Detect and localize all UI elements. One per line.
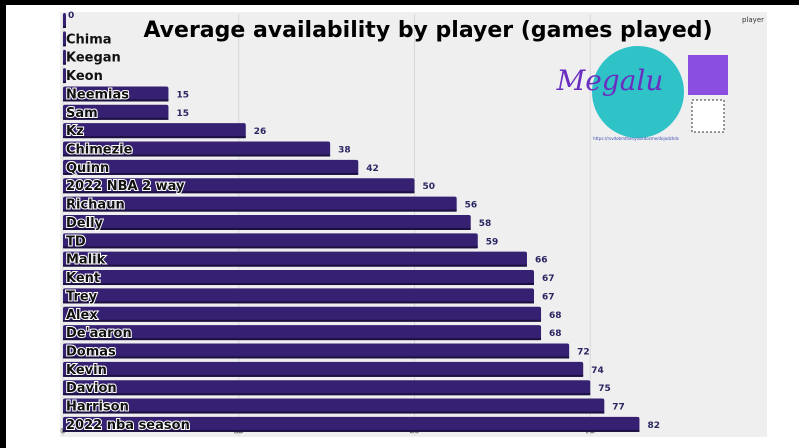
logo-url: https://rsvdobmthenyoukdosme/dojodzhds: [593, 136, 679, 141]
category-label: Keegan: [66, 51, 121, 66]
data-label: 59: [486, 237, 499, 247]
data-label: 0: [68, 11, 74, 21]
category-label: Malik: [66, 253, 106, 268]
category-label: 2022 nba season: [66, 418, 190, 433]
data-label: 15: [176, 90, 189, 100]
data-label: 38: [338, 146, 351, 156]
bar: [63, 306, 542, 322]
bar-shadow: [63, 283, 535, 286]
logo-text: Megalu: [556, 64, 664, 97]
category-label: Davion: [66, 381, 117, 396]
data-label: 66: [535, 256, 548, 266]
data-label: 67: [542, 292, 555, 302]
data-label: 72: [577, 347, 590, 357]
category-label: Keon: [66, 69, 103, 84]
bar: [63, 86, 169, 102]
bar: [63, 343, 570, 359]
bar: [63, 13, 66, 28]
bar-shadow: [63, 209, 457, 212]
bar: [63, 68, 66, 84]
bar-shadow: [63, 81, 66, 84]
category-label: Chimezie: [66, 143, 133, 158]
category-label: Harrison: [66, 400, 129, 415]
category-label: TD: [66, 234, 86, 249]
category-label: Richaun: [66, 198, 125, 213]
bar-shadow: [63, 227, 471, 230]
data-label: 74: [591, 366, 604, 376]
bar-shadow: [63, 117, 169, 120]
bar-shadow: [63, 264, 527, 267]
bar: [63, 288, 535, 304]
legend-label: player: [742, 16, 764, 24]
bar: [63, 416, 640, 432]
data-label: 67: [542, 274, 555, 284]
data-label: 26: [254, 127, 267, 137]
bar: [63, 159, 359, 175]
category-label: Trey: [66, 289, 98, 304]
bar-shadow: [63, 374, 584, 377]
bar: [63, 104, 169, 120]
chart-title: Average availability by player (games pl…: [143, 18, 712, 43]
data-label: 50: [423, 182, 436, 192]
category-label: Domas: [66, 344, 116, 359]
bar-shadow: [63, 44, 66, 47]
bar-shadow: [63, 26, 66, 28]
bar: [63, 233, 478, 249]
category-label: 2022 NBA 2 way: [66, 179, 185, 194]
bar-shadow: [63, 136, 246, 139]
qr-code-icon: [691, 99, 725, 133]
data-label: 75: [598, 384, 611, 394]
bar-shadow: [63, 429, 640, 432]
category-label: Kent: [66, 271, 100, 286]
bar: [63, 398, 605, 414]
category-label: Sam: [66, 106, 98, 121]
bar: [63, 325, 542, 341]
category-label: Quinn: [66, 161, 109, 176]
bar: [63, 141, 331, 157]
logo-circle: [592, 46, 684, 138]
bar-shadow: [63, 99, 169, 102]
category-label: De'aaron: [66, 326, 132, 341]
bar: [63, 123, 246, 139]
category-label: Delly: [66, 216, 104, 231]
data-label: 42: [366, 164, 379, 174]
data-label: 68: [549, 329, 562, 339]
category-label: Neemias: [66, 87, 129, 102]
category-label: Kevin: [66, 363, 107, 378]
bar-shadow: [63, 191, 415, 194]
data-label: 68: [549, 311, 562, 321]
bar-shadow: [63, 411, 605, 414]
bar: [63, 214, 471, 230]
bar: [63, 380, 591, 396]
category-label: Alex: [66, 308, 98, 323]
bar: [63, 196, 457, 212]
bar-shadow: [63, 393, 591, 396]
bar: [63, 270, 535, 286]
bar: [63, 49, 66, 65]
bar-shadow: [63, 338, 542, 341]
bar: [63, 178, 415, 194]
qr-image-icon: [688, 55, 728, 95]
data-label: 56: [465, 201, 478, 211]
bar: [63, 361, 584, 377]
bar-shadow: [63, 246, 478, 249]
bar: [63, 31, 66, 47]
data-label: 77: [612, 403, 625, 413]
bar-shadow: [63, 319, 542, 322]
bar: [63, 251, 527, 267]
bar-shadow: [63, 62, 66, 65]
bar-shadow: [63, 154, 331, 157]
data-label: 15: [176, 109, 189, 119]
category-label: Chima: [66, 32, 112, 47]
bar-shadow: [63, 172, 359, 175]
bar-shadow: [63, 356, 570, 359]
category-label: Kz: [66, 124, 84, 139]
bar-shadow: [63, 301, 535, 304]
data-label: 82: [647, 421, 660, 431]
data-label: 58: [479, 219, 492, 229]
